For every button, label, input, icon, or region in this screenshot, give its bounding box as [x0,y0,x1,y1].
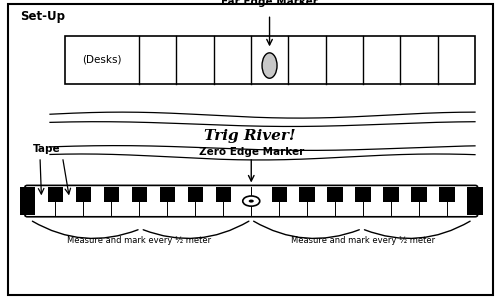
Text: Trig River!: Trig River! [204,129,296,143]
Bar [300,187,315,202]
Bar [468,187,482,215]
Text: Set-Up: Set-Up [20,10,65,23]
Bar [104,187,119,202]
Bar [188,187,203,202]
Bar [356,187,371,202]
Bar [76,187,91,202]
FancyBboxPatch shape [25,185,477,217]
Bar [132,187,147,202]
Bar [160,187,175,202]
Bar [272,187,287,202]
Text: (Desks): (Desks) [82,55,122,65]
FancyBboxPatch shape [8,4,492,295]
Bar [20,187,35,202]
Circle shape [243,196,260,206]
Text: Measure and mark every ½ meter: Measure and mark every ½ meter [291,236,435,245]
Ellipse shape [262,53,277,78]
Text: Tape: Tape [32,144,60,154]
Bar [216,187,231,202]
Text: Zero Edge Marker: Zero Edge Marker [198,147,304,157]
Circle shape [248,199,254,203]
Bar [65,36,475,84]
Text: Measure and mark every ½ meter: Measure and mark every ½ meter [68,236,212,245]
Text: Far Edge Marker: Far Edge Marker [221,0,318,7]
Bar [20,187,35,215]
Bar [440,187,454,202]
Bar [412,187,427,202]
Bar [384,187,399,202]
Bar [48,187,63,202]
Bar [328,187,343,202]
Bar [468,187,482,202]
